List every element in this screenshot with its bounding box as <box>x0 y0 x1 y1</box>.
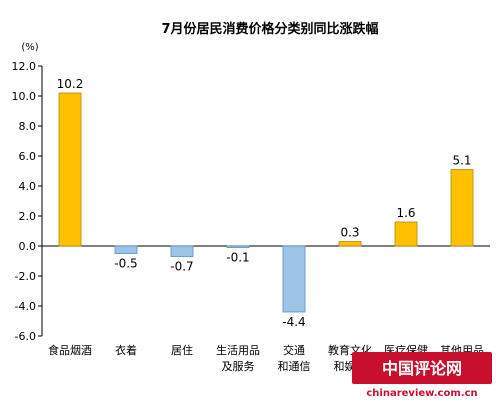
category-label: 和通信 <box>278 360 311 373</box>
y-axis-unit: (%) <box>21 42 38 53</box>
chart-title: 7月份居民消费价格分类别同比涨跌幅 <box>161 21 378 37</box>
watermark-logo: 中国评论网 chinareview.com.cn <box>352 352 492 399</box>
bar <box>114 245 138 254</box>
bar <box>282 245 306 313</box>
y-tick-label: -6.0 <box>15 330 36 343</box>
category-label: 食品烟酒 <box>48 343 92 357</box>
data-label: -0.5 <box>114 257 137 271</box>
y-tick-label: 8.0 <box>19 120 37 133</box>
bar <box>226 245 250 248</box>
data-label: 1.6 <box>396 206 415 220</box>
watermark-url: chinareview.com.cn <box>366 388 477 399</box>
data-label: -0.7 <box>170 260 193 274</box>
y-tick-label: 0.0 <box>19 240 37 253</box>
bar <box>58 92 82 247</box>
y-tick-label: 12.0 <box>12 60 37 73</box>
data-label: 10.2 <box>57 77 84 91</box>
data-label: -4.4 <box>282 315 305 329</box>
bars <box>58 92 474 313</box>
category-label: 生活用品 <box>216 343 260 357</box>
bar <box>338 241 362 247</box>
y-axis: 12.0 10.0 8.0 6.0 4.0 2.0 0.0 -2.0 -4.0 -6.0 <box>12 60 490 343</box>
category-label: 居住 <box>171 343 193 357</box>
watermark-logo-text: 中国评论网 <box>382 359 462 378</box>
y-tick-label: 10.0 <box>12 90 37 103</box>
y-tick-label: 4.0 <box>19 180 37 193</box>
bar <box>170 245 194 257</box>
category-label: 衣着 <box>115 343 137 357</box>
bar <box>450 169 474 247</box>
y-tick-label: -4.0 <box>15 300 36 313</box>
category-label: 及服务 <box>222 360 255 373</box>
y-tick-label: 6.0 <box>19 150 37 163</box>
data-labels: 10.2 -0.5 -0.7 -0.1 -4.4 0.3 1.6 5.1 <box>57 77 472 329</box>
data-label: -0.1 <box>226 251 249 265</box>
category-label: 交通 <box>283 343 305 357</box>
bar <box>394 221 418 247</box>
y-tick-label: 2.0 <box>19 210 37 223</box>
y-tick-label: -2.0 <box>15 270 36 283</box>
data-label: 5.1 <box>452 154 471 168</box>
data-label: 0.3 <box>340 226 359 240</box>
